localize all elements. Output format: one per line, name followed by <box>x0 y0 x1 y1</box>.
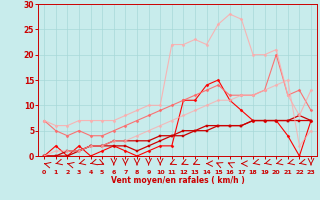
X-axis label: Vent moyen/en rafales ( km/h ): Vent moyen/en rafales ( km/h ) <box>111 176 244 185</box>
